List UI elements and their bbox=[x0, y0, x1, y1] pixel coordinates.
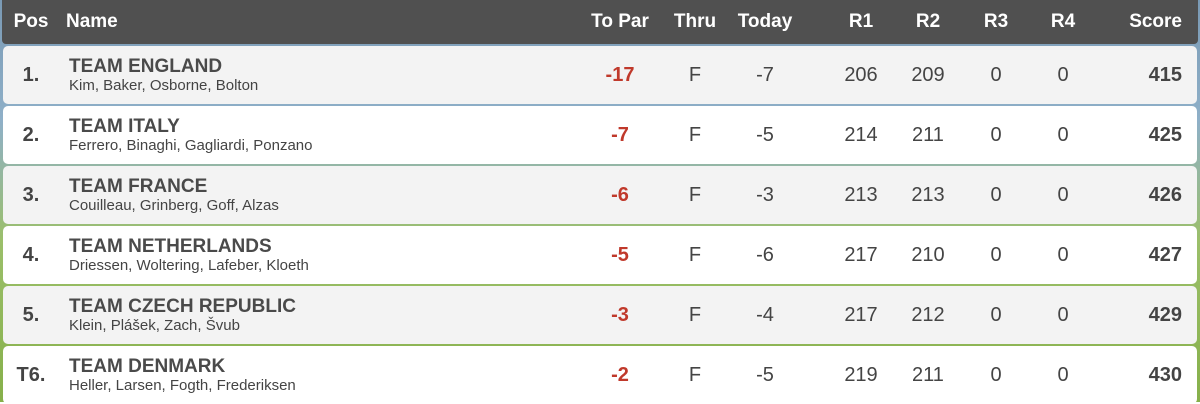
team-row: 5. TEAM CZECH REPUBLIC Klein, Plášek, Zach… bbox=[3, 286, 1197, 344]
to-par-cell: -6 bbox=[611, 183, 629, 206]
r2-cell: 210 bbox=[911, 243, 945, 266]
team-name: TEAM ENGLAND bbox=[69, 55, 223, 77]
today-cell: -5 bbox=[756, 363, 774, 386]
player-names: Driessen, Woltering, Lafeber, Kloeth bbox=[69, 256, 309, 274]
r3-cell: 0 bbox=[990, 363, 1002, 386]
r4-cell: 0 bbox=[1057, 363, 1069, 386]
pos-cell: 5. bbox=[22, 303, 40, 326]
r4-cell: 0 bbox=[1057, 123, 1069, 146]
r4-cell: 0 bbox=[1057, 183, 1069, 206]
r3-cell: 0 bbox=[990, 243, 1002, 266]
today-cell: -5 bbox=[756, 123, 774, 146]
today-cell: -6 bbox=[756, 243, 774, 266]
to-par-cell: -5 bbox=[611, 243, 629, 266]
r2-cell: 209 bbox=[911, 63, 945, 86]
score-cell: 415 bbox=[1148, 63, 1182, 86]
today-cell: -4 bbox=[756, 303, 774, 326]
team-name: TEAM CZECH REPUBLIC bbox=[69, 295, 296, 317]
column-header: Score bbox=[1129, 11, 1182, 32]
player-names: Kim, Baker, Osborne, Bolton bbox=[69, 76, 259, 94]
r2-cell: 213 bbox=[911, 183, 945, 206]
r1-cell: 213 bbox=[844, 183, 878, 206]
to-par-cell: -17 bbox=[605, 63, 635, 86]
r2-cell: 211 bbox=[912, 123, 944, 146]
team-row: 4. TEAM NETHERLANDS Driessen, Woltering, L… bbox=[3, 226, 1197, 284]
score-cell: 426 bbox=[1148, 183, 1182, 206]
thru-cell: F bbox=[688, 303, 702, 326]
player-names: Couilleau, Grinberg, Goff, Alzas bbox=[69, 196, 279, 214]
r1-cell: 217 bbox=[844, 303, 878, 326]
column-header: R4 bbox=[1050, 11, 1076, 32]
r3-cell: 0 bbox=[990, 123, 1002, 146]
column-header: R1 bbox=[848, 11, 874, 32]
r4-cell: 0 bbox=[1057, 243, 1069, 266]
team-name: TEAM ITALY bbox=[69, 115, 180, 137]
pos-cell: 2. bbox=[22, 123, 40, 146]
team-name: TEAM FRANCE bbox=[69, 175, 208, 197]
column-header: R2 bbox=[915, 11, 941, 32]
name-cell: TEAM ITALY Ferrero, Binaghi, Gagliardi, P… bbox=[69, 106, 509, 164]
score-cell: 430 bbox=[1148, 363, 1182, 386]
r3-cell: 0 bbox=[990, 303, 1002, 326]
r1-cell: 214 bbox=[844, 123, 878, 146]
score-cell: 427 bbox=[1148, 243, 1182, 266]
column-header: To Par bbox=[591, 11, 649, 32]
r2-cell: 211 bbox=[912, 363, 944, 386]
r1-cell: 219 bbox=[844, 363, 878, 386]
player-names: Heller, Larsen, Fogth, Frederiksen bbox=[69, 376, 296, 394]
header-row: Pos Name To Par Thru Today R1 R2 R3 R4 Score bbox=[2, 0, 1198, 44]
team-name: TEAM NETHERLANDS bbox=[69, 235, 272, 257]
pos-cell: 3. bbox=[22, 183, 40, 206]
name-cell: TEAM FRANCE Couilleau, Grinberg, Goff, Al… bbox=[69, 166, 509, 224]
thru-cell: F bbox=[688, 183, 702, 206]
to-par-cell: -7 bbox=[611, 123, 629, 146]
column-header: Name bbox=[66, 11, 118, 32]
r1-cell: 206 bbox=[844, 63, 878, 86]
name-cell: TEAM CZECH REPUBLIC Klein, Plášek, Zach, … bbox=[69, 286, 509, 344]
team-row: T6. TEAM DENMARK Heller, Larsen, Fogth, Fr… bbox=[3, 346, 1197, 404]
r2-cell: 212 bbox=[911, 303, 945, 326]
team-row: 2. TEAM ITALY Ferrero, Binaghi, Gagliardi,… bbox=[3, 106, 1197, 164]
today-cell: -3 bbox=[756, 183, 774, 206]
player-names: Klein, Plášek, Zach, Švub bbox=[69, 316, 240, 334]
column-header: Today bbox=[737, 11, 793, 32]
thru-cell: F bbox=[688, 363, 702, 386]
r4-cell: 0 bbox=[1057, 303, 1069, 326]
thru-cell: F bbox=[688, 123, 702, 146]
thru-cell: F bbox=[688, 63, 702, 86]
score-cell: 429 bbox=[1148, 303, 1182, 326]
player-names: Ferrero, Binaghi, Gagliardi, Ponzano bbox=[69, 136, 313, 154]
column-header: R3 bbox=[983, 11, 1009, 32]
team-name: TEAM DENMARK bbox=[69, 355, 226, 377]
score-cell: 425 bbox=[1148, 123, 1182, 146]
r3-cell: 0 bbox=[990, 183, 1002, 206]
name-cell: TEAM ENGLAND Kim, Baker, Osborne, Bolton bbox=[69, 46, 509, 104]
column-header: Pos bbox=[13, 11, 49, 32]
column-header: Thru bbox=[673, 11, 717, 32]
r3-cell: 0 bbox=[990, 63, 1002, 86]
to-par-cell: -2 bbox=[611, 363, 629, 386]
team-row: 3. TEAM FRANCE Couilleau, Grinberg, Goff, … bbox=[3, 166, 1197, 224]
team-row: 1. TEAM ENGLAND Kim, Baker, Osborne, Bolto… bbox=[3, 46, 1197, 104]
thru-cell: F bbox=[688, 243, 702, 266]
name-cell: TEAM NETHERLANDS Driessen, Woltering, Laf… bbox=[69, 226, 509, 284]
name-cell: TEAM DENMARK Heller, Larsen, Fogth, Frede… bbox=[69, 346, 509, 404]
pos-cell: 4. bbox=[22, 243, 40, 266]
today-cell: -7 bbox=[756, 63, 774, 86]
r1-cell: 217 bbox=[844, 243, 878, 266]
pos-cell: T6. bbox=[16, 363, 46, 386]
r4-cell: 0 bbox=[1057, 63, 1069, 86]
pos-cell: 1. bbox=[22, 63, 40, 86]
to-par-cell: -3 bbox=[611, 303, 629, 326]
